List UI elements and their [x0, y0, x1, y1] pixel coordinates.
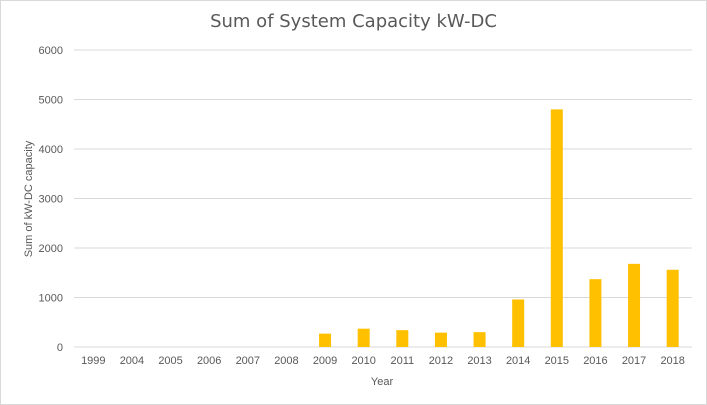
x-tick-label: 2008 — [274, 355, 298, 367]
bar-2016 — [589, 279, 602, 347]
bar-2017 — [628, 263, 641, 347]
x-tick-label: 2011 — [390, 355, 414, 367]
bar-2014 — [512, 299, 525, 347]
bar-2011 — [396, 330, 409, 347]
y-tick-label: 4000 — [39, 144, 63, 156]
y-axis-label: Sum of kW-DC capacity — [23, 140, 35, 257]
x-axis-label: Year — [371, 376, 394, 388]
y-tick-label: 3000 — [39, 194, 63, 206]
bar-2009 — [319, 333, 332, 347]
x-tick-label: 2005 — [158, 355, 182, 367]
y-tick-label: 6000 — [39, 45, 63, 57]
gridlines — [74, 49, 692, 348]
chart-title: Sum of System Capacity kW-DC — [210, 11, 497, 32]
bar-2018 — [666, 269, 679, 347]
y-tick-label: 2000 — [39, 243, 63, 255]
x-tick-label: 2012 — [429, 355, 453, 367]
x-tick-label: 2010 — [351, 355, 375, 367]
x-tick-label: 2013 — [467, 355, 491, 367]
x-tick-label: 2017 — [622, 355, 646, 367]
bar-2015 — [550, 109, 563, 348]
x-tick-label: 2018 — [660, 355, 684, 367]
x-tick-label: 2007 — [236, 355, 260, 367]
x-tick-label: 2016 — [583, 355, 607, 367]
x-tick-label: 2014 — [506, 355, 530, 367]
x-tick-label: 2009 — [313, 355, 337, 367]
bar-2013 — [473, 332, 486, 347]
y-tick-label: 5000 — [39, 95, 63, 107]
x-tick-label: 2015 — [545, 355, 569, 367]
y-tick-label: 1000 — [39, 293, 63, 305]
y-tick-label: 0 — [57, 342, 63, 354]
bars — [319, 109, 679, 348]
y-tick-labels: 0 1000 2000 3000 4000 5000 6000 — [39, 45, 63, 354]
x-tick-label: 1999 — [81, 355, 105, 367]
x-tick-labels: 1999 2004 2005 2006 2007 2008 2009 2010 2011 2012… — [81, 355, 685, 367]
bar-2010 — [357, 328, 370, 347]
x-tick-label: 2006 — [197, 355, 221, 367]
x-tick-label: 2004 — [120, 355, 144, 367]
bar-2012 — [434, 332, 447, 347]
